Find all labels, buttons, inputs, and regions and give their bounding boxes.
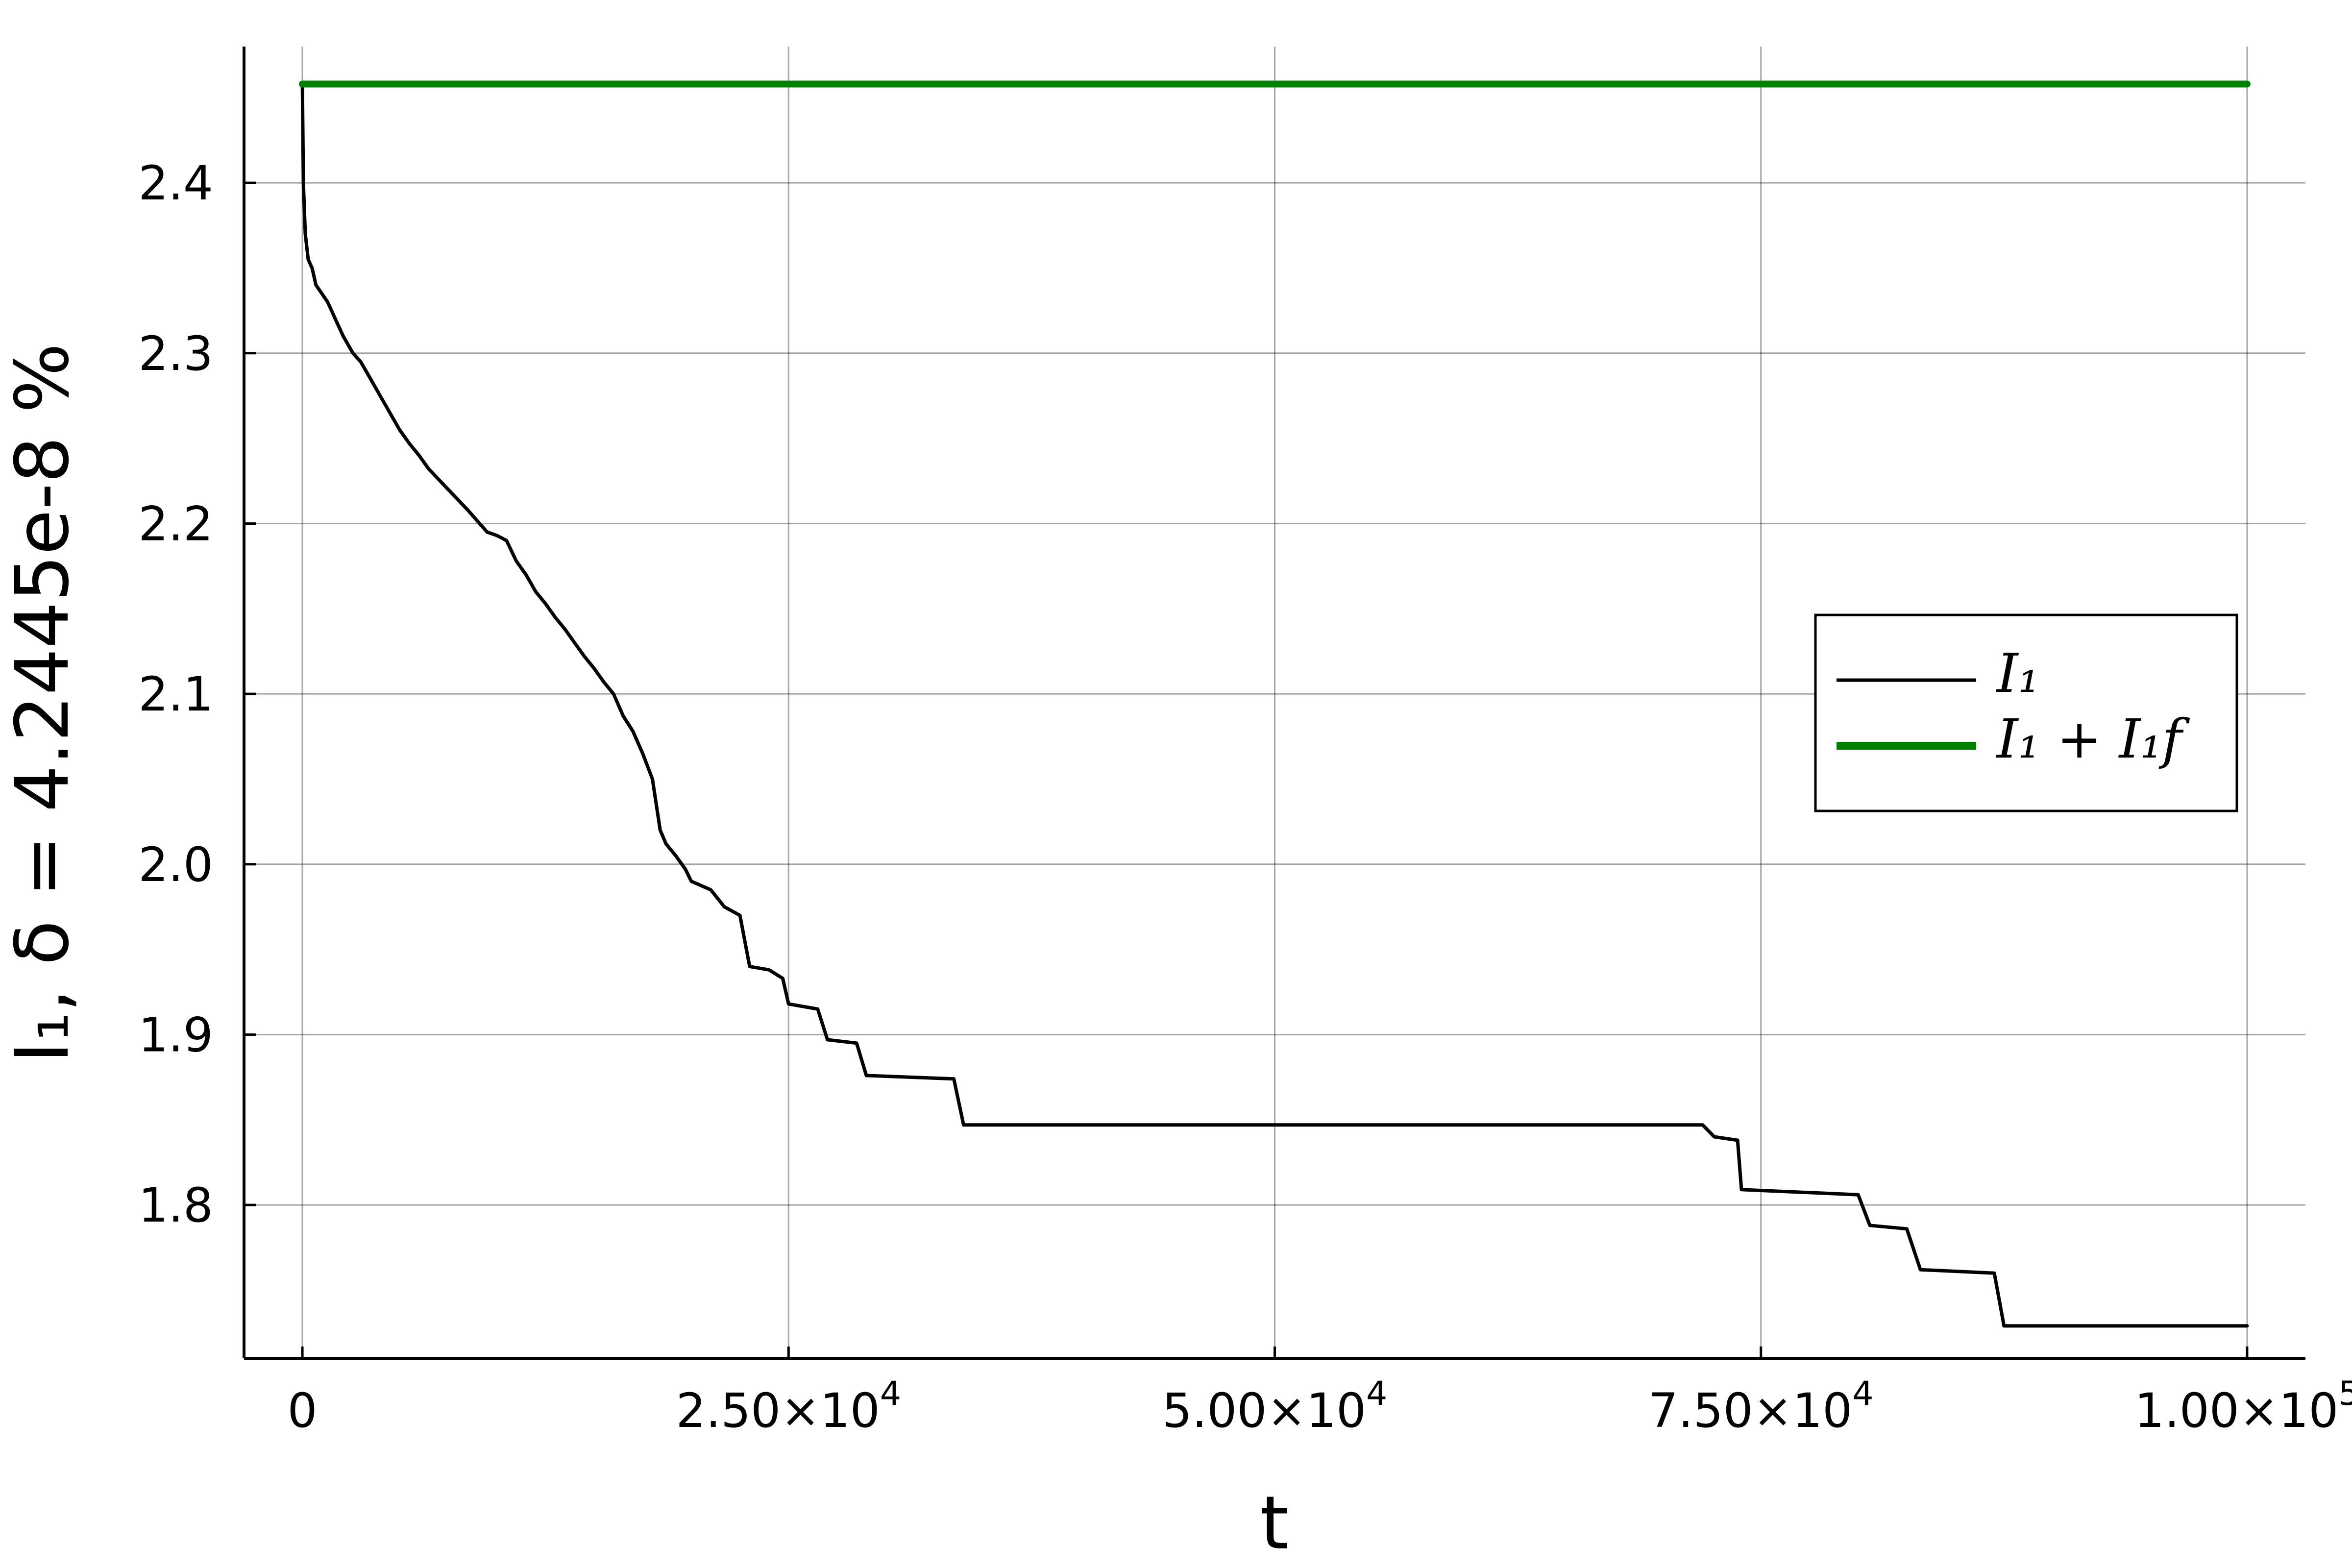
x-tick-label: 2.50×104 bbox=[676, 1374, 901, 1438]
axes bbox=[243, 47, 2305, 1360]
y-tick-label: 2.0 bbox=[138, 837, 213, 892]
series-line-i1 bbox=[300, 82, 2249, 1328]
y-tick-label: 2.3 bbox=[138, 326, 213, 381]
x-tick-label: 1.00×105 bbox=[2134, 1374, 2352, 1438]
legend-label-i1-plus-i1f: I₁ + I₁f bbox=[1996, 708, 2190, 770]
x-tick-labels: 0 2.50×104 5.00×104 7.50×104 1.00×105 bbox=[288, 1374, 2352, 1438]
legend-label-i1: I₁ bbox=[1996, 642, 2040, 705]
x-tick-label: 5.00×104 bbox=[1162, 1374, 1388, 1438]
x-tick-label: 0 bbox=[288, 1383, 318, 1438]
y-tick-label: 2.4 bbox=[138, 156, 213, 211]
x-axis-label: t bbox=[1260, 1481, 1289, 1566]
series-group bbox=[299, 80, 2251, 1328]
y-tick-label: 2.2 bbox=[138, 496, 213, 551]
y-axis-label: I₁, δ = 4.2445e-8 % bbox=[0, 343, 85, 1063]
y-tick-labels: 1.8 1.9 2.0 2.1 2.2 2.3 2.4 bbox=[138, 156, 213, 1233]
grid bbox=[244, 47, 2305, 1358]
legend: I₁ I₁ + I₁f bbox=[1814, 613, 2238, 812]
y-tick-label: 1.8 bbox=[138, 1178, 213, 1233]
legend-box bbox=[1814, 613, 2238, 812]
y-tick-label: 1.9 bbox=[138, 1007, 213, 1062]
y-tick-label: 2.1 bbox=[138, 667, 213, 722]
x-tick-label: 7.50×104 bbox=[1648, 1374, 1874, 1438]
